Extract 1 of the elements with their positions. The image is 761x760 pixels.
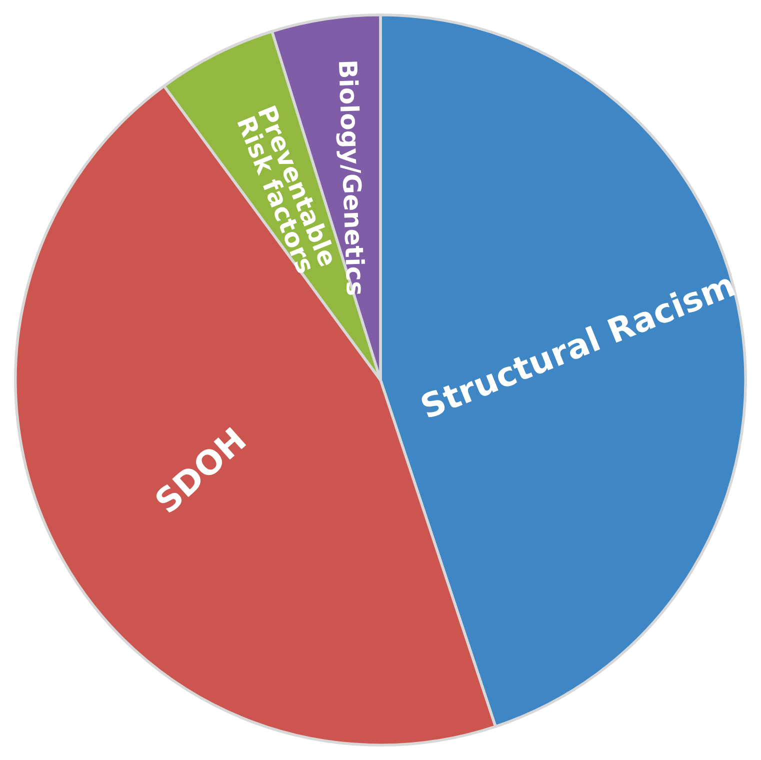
slice-label: Biology/Genetics [334, 62, 366, 296]
